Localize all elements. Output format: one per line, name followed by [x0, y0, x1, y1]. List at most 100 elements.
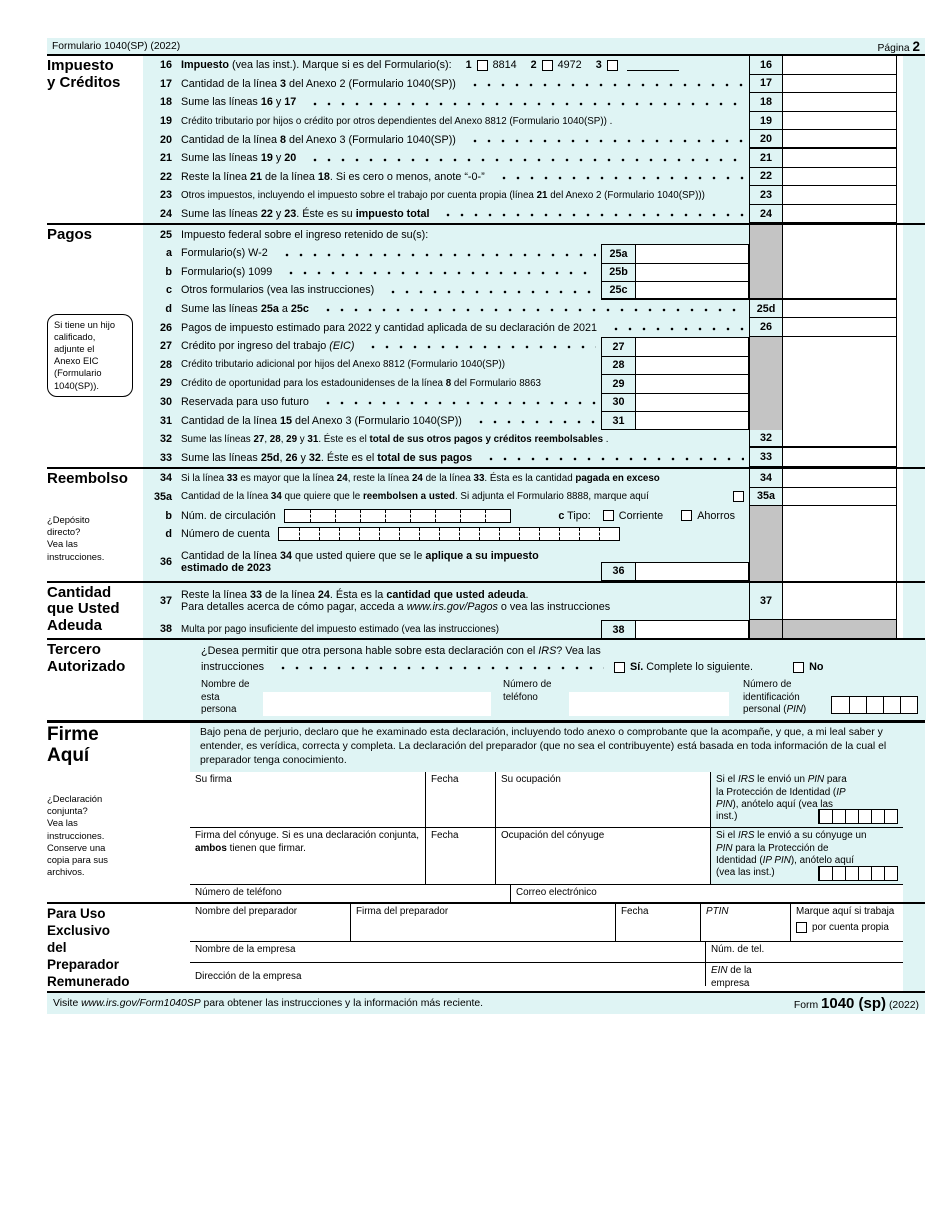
line-25d-amount-field[interactable]: [783, 299, 897, 319]
line-17-amount-field[interactable]: [783, 74, 897, 94]
account-number-field[interactable]: [277, 527, 620, 542]
spouse-identity-pin-cell: Si el IRS le envió a su cónyuge un PIN p…: [710, 828, 903, 885]
line-23-row: 23 Otros impuestos, incluyendo el impuest…: [143, 186, 897, 205]
dot-leader: [274, 659, 605, 676]
line-26-amount-field[interactable]: [783, 318, 897, 337]
spouse-occupation-field[interactable]: Ocupación del cónyuge: [495, 828, 710, 885]
firm-ein-field[interactable]: EIN de la empresa: [705, 963, 903, 989]
self-employed-checkbox[interactable]: [796, 922, 807, 934]
line-31-amount-field[interactable]: [636, 412, 748, 429]
line-28-row: 28 Crédito tributario adicional por hijos…: [143, 355, 897, 375]
line-letter: d: [165, 528, 172, 541]
line-32-amount-field[interactable]: [783, 429, 897, 449]
identity-pin-field[interactable]: [818, 809, 898, 825]
direct-deposit-note: ¿Depósito directo? Vea las instrucciones…: [47, 513, 105, 562]
line-35a-amount-field[interactable]: [783, 487, 897, 507]
form-other-checkbox[interactable]: [606, 59, 618, 71]
firm-name-field[interactable]: Nombre de la empresa: [195, 944, 296, 956]
line-27-amount-field[interactable]: [636, 337, 748, 356]
line-number: 33: [159, 451, 172, 464]
line-number: 36: [159, 556, 172, 569]
line-22-amount-field[interactable]: [783, 167, 897, 187]
form-8814-checkbox[interactable]: [476, 59, 488, 71]
designee-name-field[interactable]: [263, 692, 491, 717]
line-25c-amount-field[interactable]: [636, 282, 748, 298]
line-33-row: 33 Sume las líneas 25d, 26 y 32. Éste es …: [143, 448, 897, 468]
form-8888-checkbox[interactable]: [733, 491, 744, 503]
signature-date-field[interactable]: Fecha: [425, 772, 495, 828]
line-number: 27: [159, 340, 172, 353]
page-header: Formulario 1040(SP) (2022) Página 2: [47, 38, 925, 56]
line-38-amount-field[interactable]: [636, 620, 748, 639]
line-24-row: 24 Sume las líneas 22 y 23. Éste es su im…: [143, 204, 897, 224]
shaded-cell: [749, 506, 783, 525]
phone-number-field[interactable]: Número de teléfono: [195, 887, 282, 899]
line-25b-amount-field[interactable]: [636, 263, 748, 282]
line-33-amount-field[interactable]: [783, 448, 897, 468]
line-18-amount-field[interactable]: [783, 93, 897, 112]
line-24-text: Sume las líneas 22 y 23. Éste es su impu…: [181, 208, 430, 221]
spouse-signature-field[interactable]: Firma del cónyuge. Si es una declaración…: [195, 830, 419, 854]
line-36-text-1: Cantidad de la línea 34 que usted quiere…: [181, 550, 539, 563]
self-employed-cell: Marque aquí si trabaja por cuenta propia: [790, 904, 903, 942]
line-34-box-label: 34: [749, 469, 783, 488]
line-16-amount-field[interactable]: [783, 56, 897, 75]
your-signature-field[interactable]: Su firma: [195, 774, 232, 786]
line-32-text: Sume las líneas 27, 28, 29 y 31. Éste es…: [181, 433, 609, 445]
dot-leader: [439, 204, 744, 224]
section-label-preparador: Para Uso Exclusivo del Preparador Remune…: [47, 904, 190, 991]
preparer-date-field[interactable]: Fecha: [615, 904, 700, 942]
your-occupation-field[interactable]: Su ocupación: [495, 772, 710, 828]
line-number: 34: [159, 472, 172, 485]
ptin-field[interactable]: PTIN: [700, 904, 790, 942]
line-19-amount-field[interactable]: [783, 111, 897, 131]
email-address-field[interactable]: Correo electrónico: [510, 885, 903, 903]
preparer-signature-field[interactable]: Firma del preparador: [350, 904, 615, 942]
firm-phone-field[interactable]: Núm. de tel.: [705, 942, 903, 963]
third-party-no-checkbox[interactable]: [793, 661, 805, 673]
line-18-box-label: 18: [749, 93, 783, 112]
line-28-amount-field[interactable]: [636, 356, 748, 375]
line-24-amount-field[interactable]: [783, 204, 897, 224]
line-22-row: 22 Reste la línea 21 de la línea 18. Si e…: [143, 167, 897, 187]
line-37-amount-field[interactable]: [783, 582, 897, 620]
third-party-yes-checkbox[interactable]: [614, 661, 626, 673]
line-34-amount-field[interactable]: [783, 469, 897, 488]
dot-leader: [384, 281, 596, 300]
line-27-row: 27 Crédito por ingreso del trabajo (EIC) …: [143, 336, 897, 356]
line-21-amount-field[interactable]: [783, 148, 897, 168]
designee-phone-field[interactable]: [569, 692, 729, 717]
identity-pin-cell: Si el IRS le envió un PIN para la Protec…: [710, 772, 903, 828]
line-20-amount-field[interactable]: [783, 130, 897, 149]
yes-label: Sí. Complete lo siguiente.: [630, 661, 754, 674]
line-number: 35a: [153, 490, 172, 503]
line-35a-row: 35a Cantidad de la línea 34 que quiere qu…: [143, 487, 897, 507]
line-36-amount-field[interactable]: [636, 562, 748, 580]
line-38-row: 38 Multa por pago insuficiente del impues…: [143, 619, 897, 639]
no-label: No: [809, 661, 824, 674]
other-form-blank-field[interactable]: [626, 59, 679, 72]
firm-address-field[interactable]: Dirección de la empresa: [195, 971, 302, 983]
line-24-box-label: 24: [749, 204, 783, 224]
designee-pin-field[interactable]: [831, 696, 918, 715]
shaded-amount-area: [783, 619, 897, 639]
dot-leader: [318, 299, 744, 319]
line-number: 30: [159, 395, 172, 408]
line-25a-amount-field[interactable]: [636, 244, 748, 263]
spouse-identity-pin-field[interactable]: [818, 866, 898, 882]
checking-checkbox[interactable]: [602, 510, 614, 522]
line-25-row: 25 Impuesto federal sobre el ingreso rete…: [143, 225, 897, 244]
dot-leader: [471, 411, 596, 430]
line-number: 22: [159, 170, 172, 183]
line-23-amount-field[interactable]: [783, 186, 897, 205]
form-4972-checkbox[interactable]: [541, 59, 553, 71]
savings-checkbox[interactable]: [681, 510, 693, 522]
line-number: 20: [159, 133, 172, 146]
line-36-box-label: 36: [602, 562, 636, 580]
routing-number-field[interactable]: [283, 508, 511, 523]
line-number: 28: [159, 358, 172, 371]
line-29-amount-field[interactable]: [636, 375, 748, 393]
preparer-name-field[interactable]: Nombre del preparador: [195, 906, 298, 918]
spouse-date-field[interactable]: Fecha: [425, 828, 495, 885]
line-34-text: Si la línea 33 es mayor que la línea 24,…: [181, 472, 660, 484]
